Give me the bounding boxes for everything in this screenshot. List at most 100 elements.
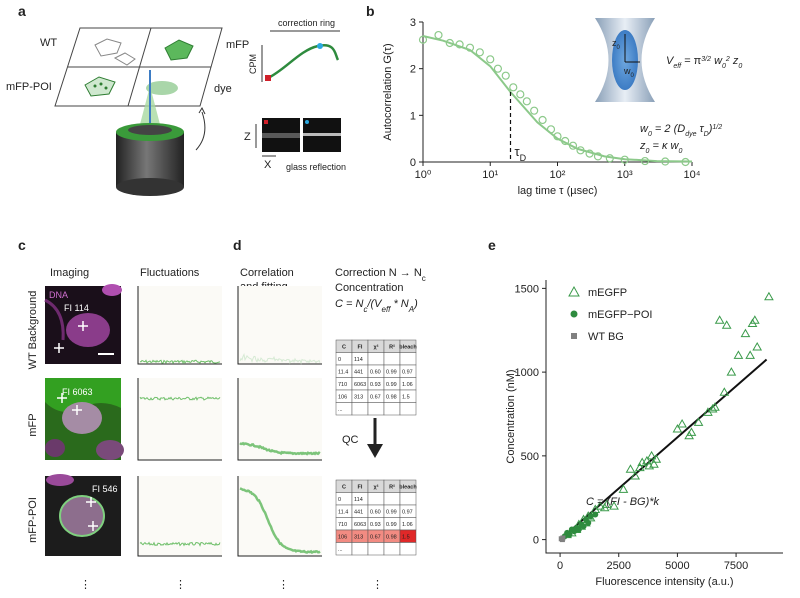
z0-equation: z0 = κ w0 — [639, 140, 682, 155]
legend-marker — [571, 333, 577, 339]
correction-label: Correction N → Nc — [335, 267, 426, 283]
symbol: w — [623, 66, 631, 76]
eq-part: z — [730, 55, 739, 67]
eq-part: 0 — [646, 148, 650, 155]
y-tick-label: 0 — [533, 535, 539, 547]
table-header: bleach — [399, 345, 417, 351]
eq-part: 2 — [725, 56, 730, 63]
table-text: 1.06 — [402, 382, 413, 388]
axis-line — [545, 280, 783, 554]
panel-label: e — [488, 237, 496, 253]
table-text: 0.67 — [370, 535, 381, 541]
rotate-arrow — [195, 111, 206, 151]
image-mfp — [45, 378, 124, 460]
well-label: dye — [214, 83, 232, 95]
table-cell — [383, 542, 401, 556]
point — [721, 320, 732, 329]
point — [493, 64, 503, 73]
panel-label: c — [18, 237, 26, 253]
y-tick-label: 3 — [410, 17, 416, 29]
formula-annotation: C = (FI - BG)*k — [586, 496, 660, 508]
table-cell — [351, 402, 369, 416]
table-text: 0.97 — [402, 510, 413, 516]
table-text: 313 — [354, 535, 363, 541]
column-header: Correlation — [240, 267, 294, 279]
well-label: WT — [40, 37, 57, 49]
well-label: mFP-POI — [6, 81, 52, 93]
trace-panel — [138, 476, 222, 556]
table-text: 0.99 — [386, 382, 397, 388]
eq-part: D — [704, 131, 709, 138]
fluctuation-trace — [139, 541, 221, 547]
ellipsis: ⋮ — [175, 579, 186, 591]
table-text: 114 — [354, 497, 363, 503]
trace-axes — [237, 378, 322, 461]
panel-label: a — [18, 3, 26, 19]
point — [580, 523, 587, 530]
peak-marker — [305, 120, 309, 124]
point — [585, 519, 592, 526]
table-text: 0.99 — [386, 522, 397, 528]
cpm-label: CPM — [248, 54, 258, 74]
correction-ring-label: correction ring — [278, 18, 335, 28]
y-axis-label: Autocorrelation G(τ) — [382, 43, 394, 140]
table-text: 0 — [338, 497, 341, 503]
table-cell — [367, 542, 385, 556]
crosshairs — [54, 321, 98, 531]
cells — [84, 76, 116, 97]
point — [434, 30, 443, 40]
point — [522, 97, 531, 106]
table-header: C — [342, 485, 346, 491]
table-header: χ² — [374, 344, 379, 351]
point — [752, 341, 763, 351]
point — [486, 55, 495, 64]
veff-equation: Veff = π3/2 w02 z0 — [666, 55, 742, 70]
w0-equation: w0 = 2 (Ddye τD)1/2 — [640, 123, 722, 138]
table-header: C — [342, 345, 346, 351]
table-text: 6063 — [354, 522, 366, 528]
x-axis-label: lag time τ (µsec) — [518, 185, 598, 197]
table-text: ... — [338, 407, 343, 413]
table-header: FI — [358, 485, 363, 491]
start-marker — [264, 120, 268, 124]
table-cell — [399, 492, 417, 506]
start-marker — [265, 75, 271, 81]
text-part: Correction N → N — [335, 267, 422, 279]
column-header: Imaging — [50, 267, 89, 279]
ellipsis: ⋮ — [80, 579, 91, 591]
row-label: WT Background — [27, 291, 39, 370]
point — [560, 535, 566, 541]
eq-part: 0 — [678, 148, 682, 155]
correlation-trace — [239, 487, 321, 555]
point — [749, 315, 760, 324]
point — [649, 459, 659, 468]
fi-label: FI 546 — [92, 484, 118, 494]
point — [566, 531, 573, 538]
trace-panel — [138, 286, 222, 364]
objective-base — [116, 178, 184, 196]
concentration-label: Concentration — [335, 282, 404, 294]
eq-part: w — [711, 55, 723, 67]
legend-marker — [568, 285, 580, 297]
table-text: 0.93 — [370, 522, 381, 528]
y-tick-label: 2 — [410, 64, 416, 76]
point — [719, 387, 730, 396]
point — [714, 315, 725, 324]
eq-part: V — [666, 55, 675, 67]
table-text: 0.97 — [402, 370, 413, 376]
table-text: 114 — [354, 357, 363, 363]
subscript: 0 — [617, 45, 621, 51]
legend-marker — [570, 310, 578, 318]
trace-axes — [137, 476, 222, 557]
point — [625, 464, 636, 473]
point — [707, 403, 718, 413]
eq-part: = 2 (D — [652, 123, 685, 135]
qc-arrow-head — [367, 444, 383, 458]
table-text: 313 — [354, 395, 363, 401]
nucleus — [59, 495, 105, 537]
reflection-band — [262, 133, 300, 138]
eq-part: dye — [685, 131, 696, 138]
table-text: 0.99 — [386, 370, 397, 376]
symbol: τ — [514, 144, 520, 159]
table-text: 710 — [338, 522, 347, 528]
